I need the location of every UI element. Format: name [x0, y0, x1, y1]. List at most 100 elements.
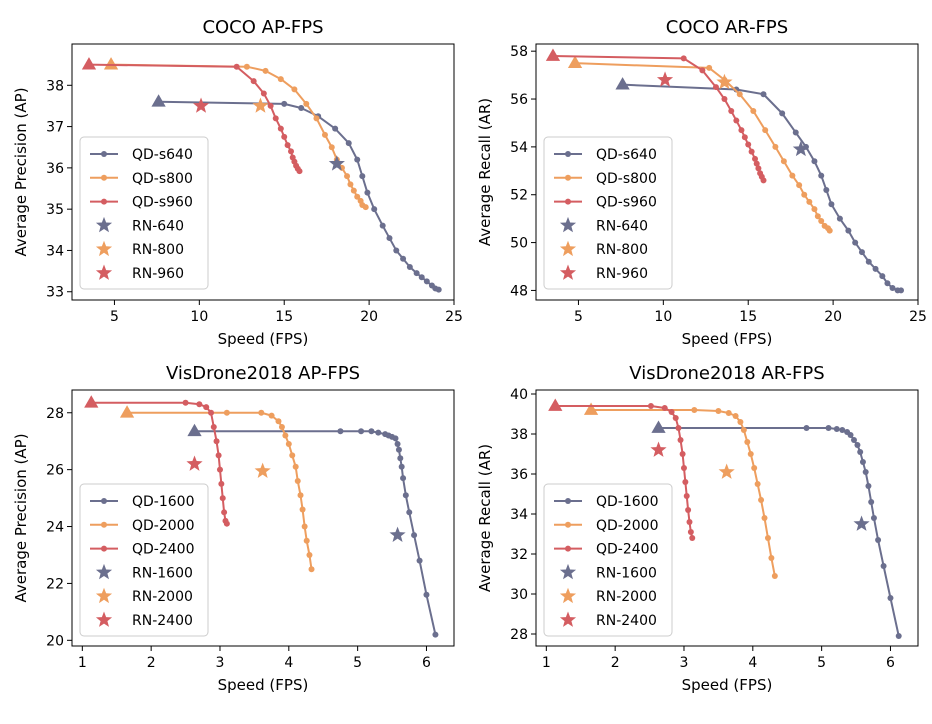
data-point [847, 432, 854, 438]
x-tick-label: 2 [147, 655, 156, 671]
y-tick-label: 32 [510, 547, 528, 563]
data-point [432, 631, 439, 638]
y-tick-label: 26 [46, 463, 64, 479]
y-tick-label: 37 [46, 120, 64, 136]
data-point [764, 535, 771, 541]
data-point [833, 426, 840, 432]
y-tick-label: 58 [510, 44, 528, 60]
data-point [303, 100, 310, 107]
data-point [865, 483, 872, 489]
data-point [406, 509, 413, 516]
legend-star-handle [95, 563, 113, 580]
data-point [267, 102, 274, 109]
legend-star-handle [559, 240, 577, 257]
data-point [755, 165, 762, 172]
chart-panel-3: VisDrone2018 AP-FPS 1 2 3 4 5 6 20 22 24 26 28 Speed… [12, 363, 455, 694]
data-point [303, 537, 310, 544]
legend-label: QD-s800 [596, 171, 657, 187]
data-point [215, 452, 222, 459]
start-marker-triangle [567, 55, 583, 69]
data-point [789, 172, 796, 179]
y-tick-label: 54 [510, 140, 528, 156]
x-tick-label: 6 [422, 655, 431, 671]
data-point [398, 463, 405, 470]
y-tick-label: 38 [46, 78, 64, 94]
legend-star-handle [95, 587, 113, 604]
data-point [294, 478, 301, 485]
data-point [811, 158, 818, 165]
data-point [213, 438, 220, 445]
data-point [857, 449, 864, 455]
legend-label: RN-1600 [132, 565, 193, 581]
data-point [371, 206, 378, 213]
data-point [296, 168, 303, 175]
data-point [216, 466, 223, 473]
chart-panel-2: COCO AR-FPS 5 10 15 20 25 48 50 52 54 56 58 Speed (F… [476, 17, 927, 348]
legend-dot-handle [565, 498, 571, 504]
data-point [298, 105, 305, 111]
x-tick-label: 4 [748, 655, 757, 671]
data-point [706, 64, 713, 71]
data-point [347, 181, 354, 188]
data-point [375, 429, 382, 436]
data-point [677, 437, 684, 443]
start-marker-triangle [548, 398, 563, 411]
data-point [683, 493, 690, 499]
data-point [268, 412, 275, 419]
data-point [306, 551, 313, 558]
start-marker-triangle [615, 77, 630, 90]
data-point [854, 442, 861, 448]
data-point [402, 492, 409, 499]
star-marker-RN-960 [192, 97, 210, 113]
data-point [668, 409, 675, 415]
data-point [884, 280, 891, 287]
data-point [686, 519, 693, 525]
legend-dot-handle [565, 174, 571, 181]
data-point [872, 265, 879, 272]
data-point [780, 158, 787, 165]
legend-label: QD-2400 [596, 542, 658, 558]
data-point [301, 523, 308, 530]
legend-box [543, 483, 673, 637]
star-marker-RN-800 [716, 73, 733, 90]
star-marker-RN-640 [792, 140, 809, 157]
legend-dot-handle [101, 174, 107, 181]
legend-label: RN-2000 [596, 589, 657, 605]
data-point [680, 465, 687, 471]
data-point [395, 446, 402, 453]
start-marker-triangle [651, 420, 666, 433]
star-marker-RN-640 [328, 155, 345, 171]
start-marker-triangle [151, 94, 166, 107]
x-axis-label: Speed (FPS) [682, 330, 773, 348]
data-point [243, 63, 250, 70]
y-tick-label: 20 [46, 633, 64, 649]
data-point [736, 91, 743, 98]
data-point [712, 84, 719, 91]
data-point [685, 507, 692, 513]
start-marker-triangle [81, 57, 97, 70]
x-tick-label: 1 [78, 655, 87, 671]
legend-dot-handle [101, 545, 107, 552]
legend-label: QD-1600 [596, 494, 658, 510]
data-point [362, 204, 369, 211]
data-point [823, 186, 830, 193]
data-point [758, 497, 765, 503]
data-point [762, 127, 769, 134]
data-point [747, 451, 754, 457]
legend-star-handle [559, 611, 577, 627]
data-point [647, 403, 654, 409]
y-tick-label: 33 [46, 285, 64, 301]
legend-dot-handle [101, 498, 107, 504]
data-point [313, 115, 320, 122]
data-point [728, 107, 735, 114]
y-tick-label: 28 [46, 406, 64, 422]
x-tick-label: 2 [611, 655, 620, 671]
star-marker-RN-2400 [650, 441, 667, 457]
data-point [868, 499, 875, 505]
legend-label: QD-s640 [132, 147, 193, 163]
data-point [828, 201, 835, 208]
x-tick-label: 25 [445, 309, 463, 325]
plot-area [84, 395, 439, 638]
data-point [772, 143, 779, 150]
data-point [889, 285, 896, 292]
